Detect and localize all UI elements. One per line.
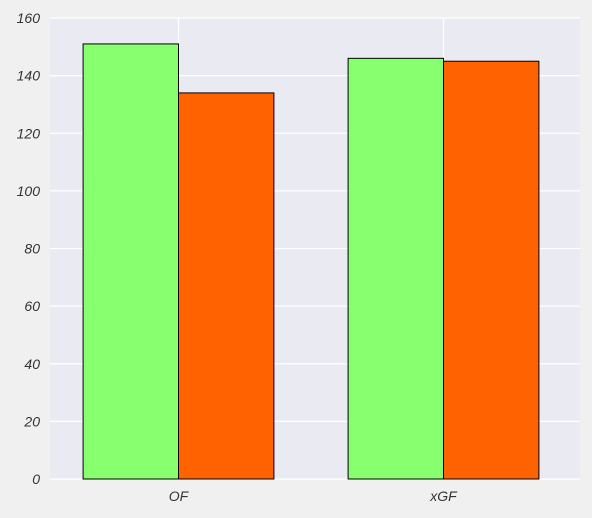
bar [82,43,179,480]
x-tick-label: OF [169,488,190,504]
y-tick-label: 160 [17,10,41,26]
y-tick-label: 0 [32,471,40,487]
bar [347,57,445,480]
y-tick-label: 20 [23,413,40,429]
y-tick-label: 40 [24,356,40,372]
y-tick-label: 140 [17,68,41,84]
y-tick-label: 60 [24,298,40,314]
bar [443,60,540,480]
y-axis-ticks: 0 20 40 60 80 100 120 140 160 [17,10,41,487]
y-tick-label: 100 [17,183,41,199]
y-tick-label: 80 [24,241,40,257]
bars [82,43,540,480]
y-tick-label: 120 [17,125,41,141]
x-axis-ticks: OF xGF [169,488,458,504]
bar [178,92,275,480]
x-tick-label: xGF [429,488,458,504]
